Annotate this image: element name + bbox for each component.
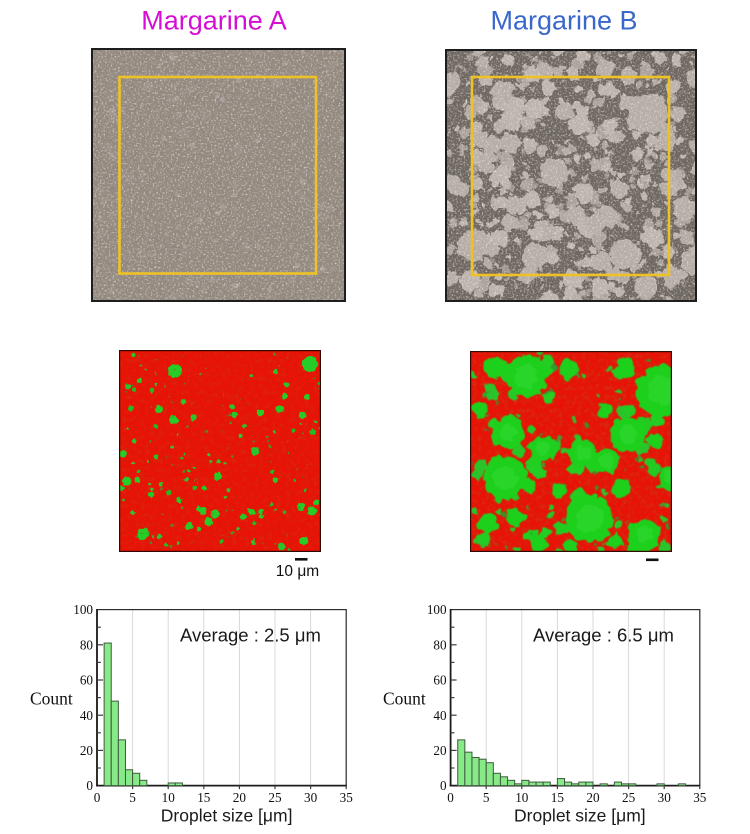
svg-text:0: 0 [440,778,447,793]
svg-text:80: 80 [80,637,94,652]
svg-text:25: 25 [622,790,636,805]
svg-text:10: 10 [515,790,529,805]
svg-text:5: 5 [129,790,136,805]
svg-text:20: 20 [433,743,447,758]
svg-text:10: 10 [162,790,176,805]
svg-text:20: 20 [80,743,94,758]
svg-text:100: 100 [73,602,93,617]
svg-text:100: 100 [427,602,447,617]
svg-text:Average : 6.5 μm: Average : 6.5 μm [533,625,674,646]
svg-text:40: 40 [80,708,94,723]
svg-text:30: 30 [658,790,672,805]
svg-text:35: 35 [693,790,707,805]
svg-text:0: 0 [447,790,454,805]
svg-text:Count: Count [30,689,73,709]
svg-text:Margarine B: Margarine B [490,6,637,36]
svg-text:10 μm: 10 μm [276,563,319,580]
svg-text:Droplet size [μm]: Droplet size [μm] [514,806,646,826]
svg-text:0: 0 [94,790,101,805]
svg-text:15: 15 [197,790,211,805]
svg-text:Margarine A: Margarine A [141,6,287,36]
svg-text:Droplet size [μm]: Droplet size [μm] [161,806,293,826]
svg-text:60: 60 [80,673,94,688]
svg-text:30: 30 [304,790,318,805]
svg-text:20: 20 [233,790,247,805]
svg-text:5: 5 [483,790,490,805]
svg-text:Average : 2.5 μm: Average : 2.5 μm [180,625,321,646]
svg-text:0: 0 [86,778,93,793]
svg-text:60: 60 [433,673,447,688]
svg-text:35: 35 [340,790,354,805]
svg-text:25: 25 [268,790,282,805]
svg-text:Count: Count [383,689,426,709]
svg-text:20: 20 [586,790,600,805]
svg-text:40: 40 [433,708,447,723]
svg-text:80: 80 [433,637,447,652]
svg-text:15: 15 [551,790,565,805]
